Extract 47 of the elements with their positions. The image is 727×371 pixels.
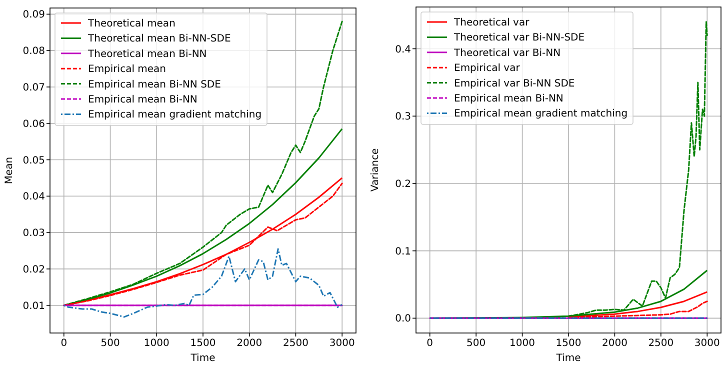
y-tick-label: 0.03 — [22, 228, 45, 240]
y-tick-label: 0.05 — [22, 155, 45, 166]
x-tick-label: 2000 — [236, 338, 262, 349]
legend-label: Theoretical mean Bi-NN-SDE — [87, 34, 231, 45]
y-tick-label: 0.04 — [22, 192, 45, 203]
y-tick-label: 0.4 — [395, 44, 411, 56]
y-tick-label: 0.02 — [22, 264, 45, 276]
legend-label: Empirical var — [454, 63, 521, 74]
legend-label: Empirical mean gradient matching — [454, 108, 628, 120]
x-tick-label: 500 — [100, 338, 120, 349]
x-tick-label: 1000 — [510, 338, 536, 349]
x-tick-label: 1500 — [190, 338, 216, 349]
legend-label: Theoretical var Bi-NN — [453, 48, 561, 59]
y-tick-label: 0.2 — [395, 178, 411, 190]
y-tick-label: 0.3 — [395, 112, 411, 123]
y-tick-label: 0.06 — [22, 118, 45, 130]
legend-label: Theoretical mean Bi-NN — [87, 48, 207, 60]
x-tick-label: 0 — [60, 338, 68, 349]
legend-label: Empirical mean Bi-NN SDE — [88, 79, 221, 90]
x-tick-label: 2500 — [283, 338, 308, 349]
x-tick-label: 500 — [466, 338, 486, 349]
x-tick-label: 0 — [426, 338, 434, 349]
y-tick-label: 0.09 — [22, 10, 45, 21]
x-tick-label: 2500 — [648, 338, 674, 349]
y-axis-title: Mean — [4, 156, 15, 184]
y-tick-label: 0.07 — [22, 82, 45, 94]
x-tick-label: 1500 — [556, 338, 582, 349]
legend-label: Theoretical var Bi-NN-SDE — [453, 32, 585, 44]
x-tick-label: 2000 — [602, 338, 628, 349]
legend-label: Empirical var Bi-NN SDE — [454, 78, 575, 90]
y-tick-label: 0.1 — [395, 246, 411, 258]
legend-label: Theoretical var — [453, 18, 530, 28]
y-tick-label: 0.01 — [22, 300, 45, 312]
y-axis-title: Variance — [370, 148, 381, 192]
y-tick-label: 0.0 — [395, 314, 411, 325]
legend-label: Empirical mean Bi-NN — [454, 94, 564, 104]
legend-label: Empirical mean — [88, 64, 166, 76]
x-tick-label: 3000 — [329, 338, 355, 349]
line-series — [63, 248, 343, 318]
x-axis-title: Time — [190, 353, 216, 364]
x-axis-title: Time — [555, 353, 581, 364]
legend-label: Theoretical mean — [87, 18, 176, 30]
y-tick-label: 0.08 — [22, 46, 45, 58]
x-tick-label: 1000 — [144, 338, 170, 349]
x-tick-label: 3000 — [694, 338, 720, 349]
legend-label: Empirical mean gradient matching — [88, 110, 262, 121]
legend-label: Empirical mean Bi-NN — [88, 94, 198, 106]
